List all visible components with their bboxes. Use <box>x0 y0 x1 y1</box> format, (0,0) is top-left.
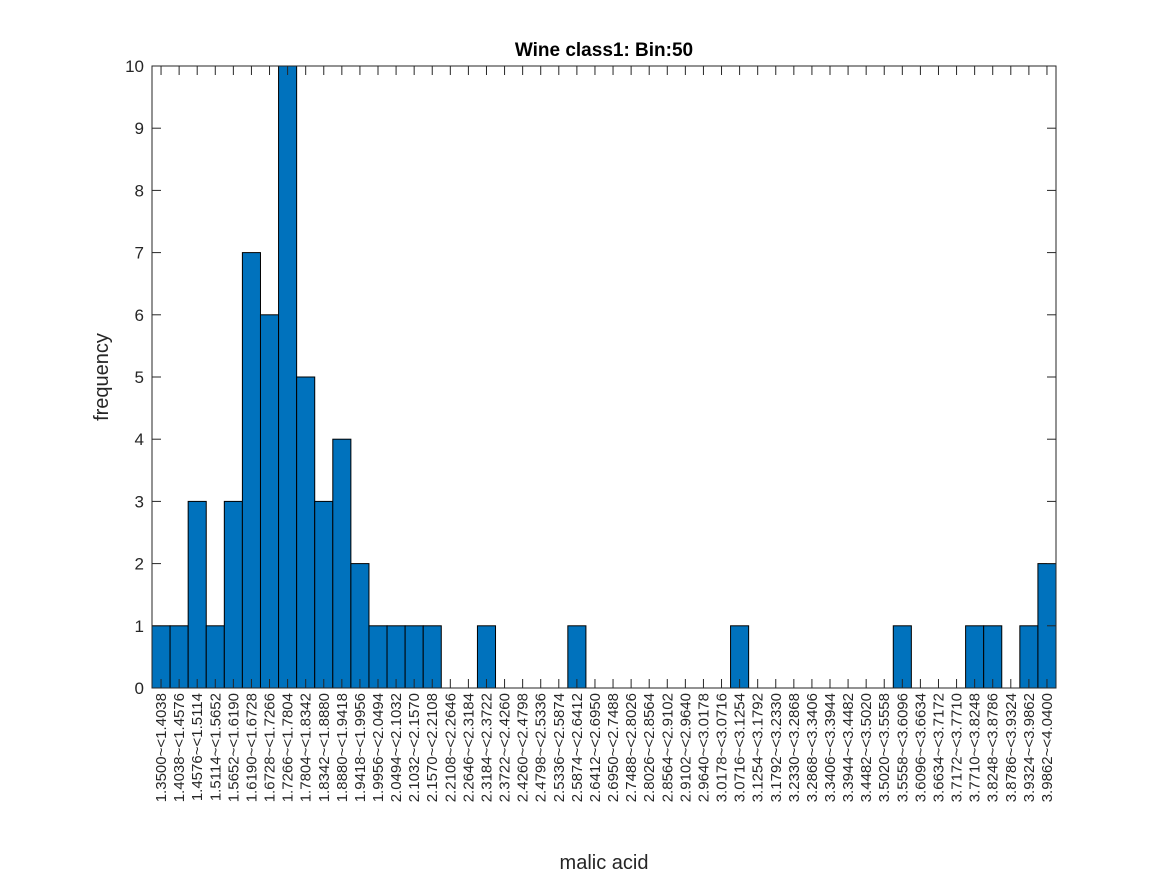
y-tick-label: 4 <box>135 430 144 449</box>
x-tick-label: 2.8564~<2.9102 <box>659 693 676 802</box>
y-tick-label: 2 <box>135 555 144 574</box>
x-tick-label: 2.9102~<2.9640 <box>677 693 694 802</box>
x-tick-label: 2.4798~<2.5336 <box>533 693 550 802</box>
histogram-bar <box>386 625 406 689</box>
x-tick-label: 3.9324~<3.9862 <box>1021 693 1038 802</box>
x-tick-label: 1.5114~<1.5652 <box>207 693 224 801</box>
x-tick-label: 2.2646~<2.3184 <box>460 693 477 802</box>
histogram-bar <box>205 625 225 689</box>
y-tick-label: 5 <box>135 368 144 387</box>
y-tick-label: 10 <box>125 57 144 76</box>
x-tick-label: 1.8880~<1.9418 <box>334 693 351 802</box>
x-tick-label: 1.4038~<1.4576 <box>171 693 188 802</box>
x-tick-label: 1.6190~<1.6728 <box>243 693 260 802</box>
x-tick-label: 2.5336~<2.5874 <box>551 693 568 802</box>
x-tick-label: 1.9418~<1.9956 <box>352 693 369 802</box>
x-tick-label: 2.8026~<2.8564 <box>641 693 658 802</box>
x-tick-label: 3.5558~<3.6096 <box>894 693 911 802</box>
x-tick-label: 3.3406~<3.3944 <box>822 693 839 802</box>
histogram-bar <box>965 625 985 689</box>
x-tick-label: 2.1570~<2.2108 <box>424 693 441 802</box>
y-tick-label: 3 <box>135 492 144 511</box>
histogram-bar <box>259 314 280 689</box>
histogram-bar <box>422 625 442 689</box>
x-tick-label: 3.6634~<3.7172 <box>930 693 947 802</box>
x-tick-label: 2.1032~<2.1570 <box>406 693 423 802</box>
histogram-bar <box>892 625 912 689</box>
histogram-bar <box>187 500 207 689</box>
histogram-bar <box>404 625 424 689</box>
x-tick-label: 3.0716~<3.1254 <box>732 693 749 802</box>
x-tick-label: 3.7710~<3.8248 <box>967 693 984 802</box>
x-tick-label: 1.7266~<1.7804 <box>280 693 297 802</box>
x-tick-label: 1.6728~<1.7266 <box>262 693 279 802</box>
x-tick-label: 3.2330~<3.2868 <box>786 693 803 802</box>
y-tick-label: 6 <box>135 306 144 325</box>
x-axis-label: malic acid <box>560 852 649 874</box>
x-tick-label: 3.8786~<3.9324 <box>1003 693 1020 802</box>
x-tick-label: 3.1254~<3.1792 <box>750 693 767 802</box>
x-tick-label: 1.3500~<1.4038 <box>153 693 170 802</box>
histogram-bar <box>476 625 497 689</box>
histogram-bar <box>983 625 1003 689</box>
x-tick-label: 2.2108~<2.2646 <box>442 693 459 802</box>
x-tick-label: 1.4576~<1.5114 <box>189 693 206 801</box>
x-tick-label: 3.3944~<3.4482 <box>840 693 857 802</box>
y-axis-label: frequency <box>91 333 113 421</box>
y-tick-label: 9 <box>135 119 144 138</box>
histogram-bar <box>296 376 316 689</box>
x-tick-label: 2.9640~<3.0178 <box>695 693 712 802</box>
histogram-bar <box>350 563 370 689</box>
x-tick-label: 3.2868~<3.3406 <box>804 693 821 802</box>
y-tick-label: 7 <box>135 244 144 263</box>
x-tick-label: 3.0178~<3.0716 <box>714 693 731 802</box>
histogram-bar <box>567 625 587 689</box>
x-tick-label: 2.6950~<2.7488 <box>605 693 622 802</box>
histogram-bar <box>278 65 298 689</box>
x-tick-label: 3.7172~<3.7710 <box>949 693 966 802</box>
histogram-bar <box>169 625 189 689</box>
histogram-bar <box>368 625 388 689</box>
x-tick-label: 1.9956~<2.0494 <box>370 693 387 802</box>
histogram-bar <box>241 252 261 689</box>
histogram-bar <box>223 500 243 689</box>
x-tick-label: 2.7488~<2.8026 <box>623 693 640 802</box>
histogram-bar <box>332 438 352 689</box>
chart-title: Wine class1: Bin:50 <box>515 40 693 61</box>
x-tick-label: 3.6096~<3.6634 <box>912 693 929 802</box>
x-tick-label: 2.4260~<2.4798 <box>515 693 532 802</box>
y-tick-label: 1 <box>135 617 144 636</box>
histogram-bar <box>314 500 334 689</box>
x-tick-label: 1.8342~<1.8880 <box>316 693 333 802</box>
x-tick-label: 3.4482~<3.5020 <box>858 693 875 802</box>
x-tick-label: 2.3722~<2.4260 <box>497 693 514 802</box>
bars-group <box>151 65 1057 689</box>
histogram-bar <box>730 625 750 689</box>
x-tick-label: 1.5652~<1.6190 <box>225 693 242 802</box>
x-tick-label: 1.7804~<1.8342 <box>298 693 315 802</box>
x-tick-label: 2.6412~<2.6950 <box>587 693 604 802</box>
histogram-bar <box>151 625 171 689</box>
histogram-bar <box>1019 625 1039 689</box>
x-tick-label: 3.5020~<3.5558 <box>876 693 893 802</box>
x-tick-label: 2.0494~<2.1032 <box>388 693 405 802</box>
x-tick-label: 2.5874~<2.6412 <box>569 693 586 802</box>
x-axis-ticks: 1.3500~<1.4038 1.4038~<1.4576 1.4576~<1.51… <box>153 66 1056 802</box>
x-tick-label: 2.3184~<2.3722 <box>478 693 495 802</box>
y-tick-label: 0 <box>135 679 144 698</box>
y-axis-ticks: 0 1 2 3 4 5 6 7 8 9 10 <box>125 57 1056 698</box>
x-tick-label: 3.1792~<3.2330 <box>768 693 785 802</box>
y-tick-label: 8 <box>135 181 144 200</box>
x-tick-label: 3.8248~<3.8786 <box>985 693 1002 802</box>
x-tick-label: 3.9862~<4.0400 <box>1039 693 1056 802</box>
